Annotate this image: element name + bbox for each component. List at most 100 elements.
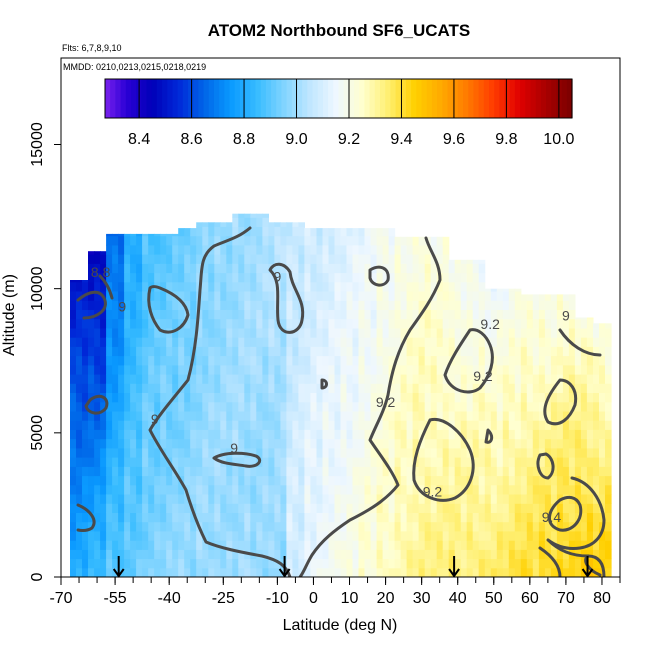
heatmap-cell (412, 383, 420, 393)
heatmap-cell (370, 521, 378, 532)
heatmap-cell (304, 549, 311, 560)
heatmap-cell (310, 383, 317, 393)
heatmap-cell (286, 475, 293, 486)
heatmap-cell (172, 383, 179, 393)
heatmap-cell (298, 364, 305, 375)
heatmap-cell (388, 392, 396, 403)
heatmap-cell (322, 466, 330, 477)
heatmap-cell (430, 244, 438, 255)
heatmap-cell (418, 281, 426, 292)
heatmap-cell (538, 530, 546, 541)
heatmap-cell (130, 549, 137, 560)
heatmap-cell (202, 374, 209, 384)
heatmap-cell (76, 318, 83, 329)
heatmap-cell (496, 383, 504, 393)
heatmap-cell (340, 228, 348, 237)
heatmap-cell (346, 263, 354, 274)
heatmap-cell (250, 318, 257, 329)
colorbar-segment (354, 79, 360, 118)
heatmap-cell (376, 374, 384, 384)
heatmap-cell (532, 466, 540, 477)
heatmap-cell (400, 494, 408, 504)
heatmap-cell (508, 530, 516, 541)
heatmap-cell (250, 374, 257, 384)
heatmap-cell (334, 281, 342, 292)
heatmap-cell (478, 374, 486, 384)
x-tick-label: 0 (309, 590, 318, 607)
heatmap-cell (166, 540, 173, 550)
heatmap-cell (556, 429, 564, 440)
heatmap-cell (112, 281, 119, 292)
heatmap-cell (454, 272, 462, 283)
heatmap-cell (298, 291, 305, 301)
heatmap-cell (148, 337, 155, 347)
heatmap-cell (496, 558, 504, 569)
heatmap-cell (190, 300, 197, 310)
heatmap-cell (502, 291, 510, 301)
heatmap-cell (160, 244, 167, 255)
heatmap-cell (370, 272, 378, 283)
heatmap-cell (562, 521, 570, 532)
heatmap-cell (214, 291, 221, 301)
heatmap-cell (172, 281, 179, 292)
heatmap-cell (202, 420, 209, 430)
heatmap-cell (478, 420, 486, 430)
heatmap-cell (166, 318, 173, 329)
heatmap-cell (262, 512, 269, 523)
heatmap-cell (448, 263, 456, 274)
heatmap-cell (472, 272, 480, 283)
heatmap-cell (394, 383, 402, 393)
heatmap-cell (418, 420, 426, 430)
heatmap-cell (562, 558, 570, 569)
heatmap-cell (268, 392, 275, 403)
heatmap-cell (220, 475, 227, 486)
heatmap-cell (382, 346, 390, 357)
colorbar-segment (535, 79, 542, 118)
heatmap-cell (328, 558, 336, 569)
heatmap-cell (316, 291, 324, 301)
heatmap-cell (214, 558, 221, 569)
heatmap-cell (292, 567, 299, 577)
heatmap-cell (334, 494, 342, 504)
heatmap-cell (574, 558, 582, 569)
heatmap-cell (442, 291, 450, 301)
heatmap-cell (208, 466, 215, 477)
heatmap-cell (238, 217, 245, 227)
heatmap-cell (406, 355, 414, 366)
heatmap-cell (580, 503, 588, 513)
heatmap-cell (100, 420, 107, 430)
heatmap-cell (430, 392, 438, 403)
heatmap-cell (202, 410, 209, 421)
heatmap-cell (250, 346, 257, 357)
heatmap-cell (292, 222, 299, 227)
heatmap-cell (388, 291, 396, 301)
heatmap-cell (508, 540, 516, 550)
heatmap-cell (448, 484, 456, 495)
heatmap-cell (400, 466, 408, 477)
heatmap-cell (196, 364, 203, 375)
heatmap-cell (599, 346, 606, 357)
heatmap-cell (520, 327, 528, 338)
heatmap-cell (490, 355, 498, 366)
heatmap-cell (538, 355, 546, 366)
heatmap-cell (154, 447, 161, 458)
heatmap-cell (274, 272, 281, 283)
heatmap-cell (568, 457, 576, 467)
heatmap-cell (106, 355, 113, 366)
heatmap-cell (94, 420, 101, 430)
heatmap-cell (184, 355, 191, 366)
heatmap-cell (496, 512, 504, 523)
colorbar-segment (514, 79, 521, 118)
heatmap-cell (298, 244, 305, 255)
heatmap-cell (526, 318, 534, 329)
heatmap-cell (562, 318, 570, 329)
colorbar-segment (177, 79, 184, 118)
heatmap-cell (334, 291, 342, 301)
heatmap-cell (322, 457, 330, 467)
heatmap-cell (136, 567, 143, 577)
heatmap-cell (214, 549, 221, 560)
heatmap-cell (106, 494, 113, 504)
heatmap-cell (412, 484, 420, 495)
heatmap-cell (238, 401, 245, 412)
heatmap-cell (424, 512, 432, 523)
